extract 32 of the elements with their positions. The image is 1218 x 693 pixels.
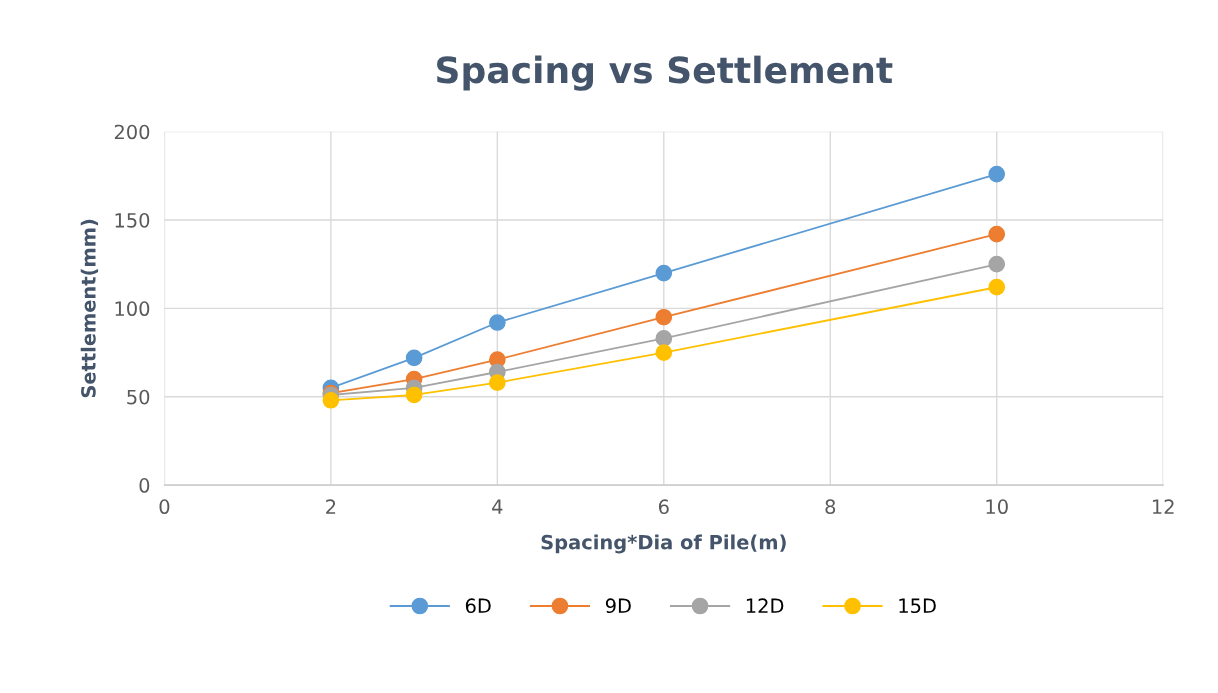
x-tick-label: 6 bbox=[658, 499, 669, 515]
point bbox=[405, 349, 423, 367]
point bbox=[655, 264, 673, 282]
y-tick-label: 0 bbox=[139, 478, 150, 493]
point bbox=[988, 255, 1006, 273]
point bbox=[655, 330, 673, 347]
point bbox=[322, 391, 340, 409]
point bbox=[655, 344, 673, 361]
chart-title: Spacing vs Settlement bbox=[437, 55, 893, 91]
legend-label: 12D bbox=[746, 598, 784, 613]
y-tick-label: 150 bbox=[115, 212, 150, 228]
point bbox=[988, 278, 1006, 296]
x-tick-label: 4 bbox=[492, 499, 503, 514]
point bbox=[405, 386, 423, 404]
y-tick-label: 100 bbox=[115, 301, 150, 317]
y-tick-label: 200 bbox=[114, 124, 150, 140]
point bbox=[655, 308, 673, 326]
point bbox=[988, 225, 1006, 243]
x-tick-label: 8 bbox=[825, 499, 836, 515]
legend-label: 6D bbox=[465, 598, 491, 614]
y-axis-title: Settlement(mm) bbox=[80, 219, 99, 398]
x-tick-label: 10 bbox=[986, 499, 1008, 515]
legend-label: 15D bbox=[899, 598, 936, 614]
point bbox=[988, 165, 1006, 183]
x-tick-label: 12 bbox=[1152, 499, 1174, 514]
point bbox=[489, 314, 506, 331]
x-axis-title: Spacing*Dia of Pile(m) bbox=[541, 534, 786, 554]
x-tick-label: 0 bbox=[159, 499, 170, 515]
y-tick-label: 50 bbox=[127, 389, 150, 405]
point bbox=[489, 374, 506, 391]
legend-label: 9D bbox=[605, 598, 631, 614]
x-tick-label: 2 bbox=[326, 499, 336, 514]
